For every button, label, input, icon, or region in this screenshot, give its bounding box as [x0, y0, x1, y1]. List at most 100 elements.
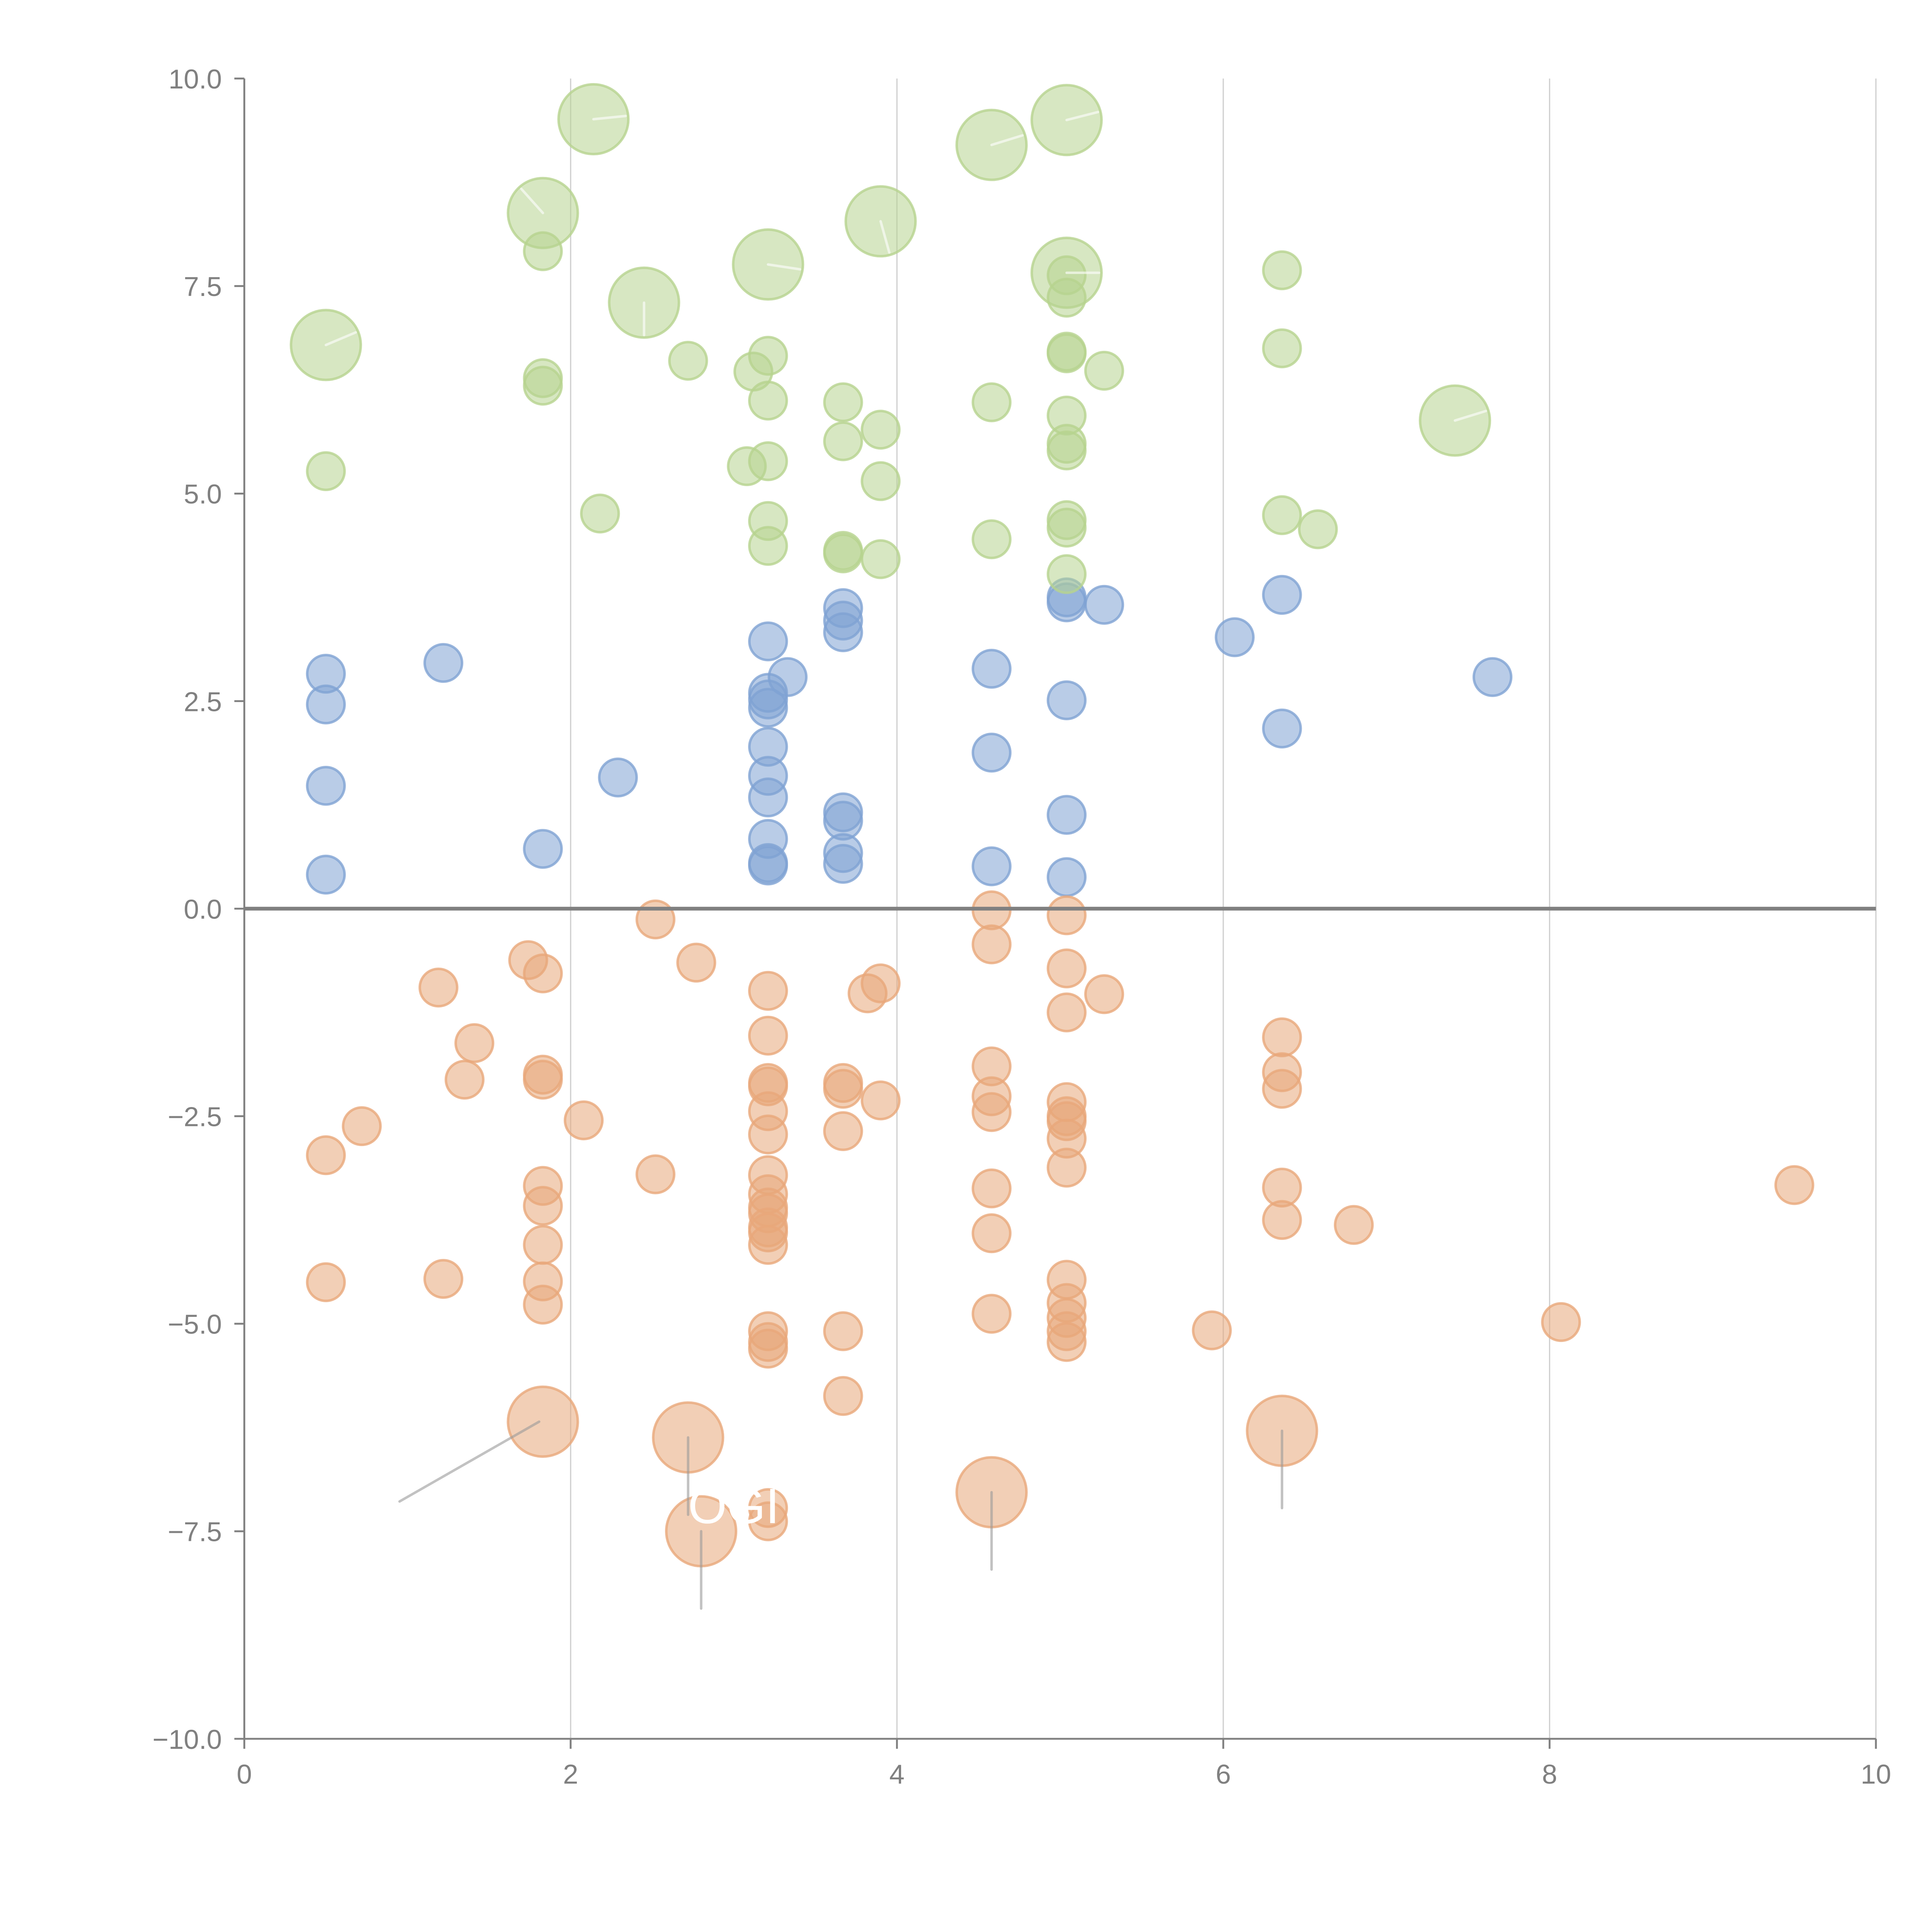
x-tick-label: 8 — [1542, 1759, 1557, 1790]
data-point — [1046, 992, 1087, 1032]
x-tick-label: 0 — [237, 1759, 252, 1790]
data-point — [971, 1294, 1012, 1334]
data-point — [635, 1154, 675, 1194]
data-point — [523, 1186, 563, 1226]
data-point — [444, 1060, 485, 1100]
leader-line — [325, 331, 357, 347]
data-point — [823, 844, 863, 884]
data-point — [523, 829, 563, 869]
data-point — [306, 451, 346, 492]
data-point — [971, 1168, 1012, 1209]
data-point — [748, 688, 788, 728]
series-blue — [306, 575, 1513, 897]
data-point — [454, 1023, 495, 1063]
x-tick-label: 2 — [563, 1759, 578, 1790]
data-point — [1262, 575, 1302, 615]
data-point — [861, 410, 901, 450]
data-point — [748, 845, 788, 886]
data-point — [635, 899, 675, 940]
data-point — [523, 1060, 563, 1100]
data-point — [306, 854, 346, 895]
x-tick-label: 6 — [1216, 1759, 1231, 1790]
data-point — [1046, 948, 1087, 988]
data-point — [748, 777, 788, 818]
data-point — [1084, 974, 1124, 1014]
data-point — [823, 1311, 863, 1351]
x-tick-label: 4 — [889, 1759, 905, 1790]
data-point — [1046, 680, 1087, 720]
data-point — [523, 1284, 563, 1325]
data-point — [1084, 350, 1124, 391]
data-point — [523, 231, 563, 271]
annotation-label: OGI — [688, 1478, 780, 1534]
data-point — [580, 493, 620, 534]
data-point — [823, 421, 863, 461]
data-point — [748, 1501, 788, 1541]
x-tick-label: 10 — [1861, 1759, 1891, 1790]
data-point — [823, 612, 863, 652]
data-point — [523, 1225, 563, 1265]
data-point — [748, 1225, 788, 1265]
data-point — [971, 519, 1012, 560]
leader-line — [1065, 111, 1099, 121]
leader-line — [990, 134, 1024, 146]
data-point — [1046, 507, 1087, 548]
data-point — [1262, 1069, 1302, 1109]
data-point — [823, 382, 863, 422]
series-green — [289, 83, 1491, 594]
leader-line — [1454, 410, 1487, 422]
leader-line — [520, 187, 544, 214]
data-point — [1046, 554, 1087, 594]
data-point — [1046, 1148, 1087, 1188]
leader-line — [592, 114, 627, 121]
data-point — [748, 441, 788, 481]
data-point — [823, 1111, 863, 1151]
data-point — [1541, 1302, 1581, 1342]
data-point — [748, 381, 788, 421]
leader-line — [767, 263, 801, 271]
data-point — [1262, 1017, 1302, 1058]
data-point — [823, 533, 863, 573]
data-point — [1192, 1310, 1232, 1350]
data-point — [767, 657, 808, 697]
data-point — [823, 1069, 863, 1109]
data-point — [748, 971, 788, 1011]
data-point — [1262, 1200, 1302, 1240]
y-tick-label: −10.0 — [153, 1725, 222, 1755]
data-point — [1046, 1322, 1087, 1362]
data-point — [1298, 509, 1338, 549]
data-point — [1472, 657, 1513, 697]
data-point — [748, 1328, 788, 1369]
data-point — [306, 766, 346, 806]
data-point — [1046, 857, 1087, 897]
data-point — [861, 539, 901, 579]
data-points — [289, 83, 1815, 1568]
data-point — [861, 963, 901, 1003]
data-point — [1046, 430, 1087, 471]
series-orange — [306, 890, 1815, 1568]
data-point — [598, 757, 638, 798]
data-point — [971, 924, 1012, 964]
leader-line — [398, 1420, 541, 1503]
y-tick-label: 0.0 — [184, 894, 222, 925]
data-point — [342, 1106, 382, 1146]
data-point — [1084, 585, 1124, 625]
data-point — [423, 643, 464, 683]
y-tick-label: 10.0 — [168, 64, 222, 95]
y-axis-ticks: −10.0 −7.5 −5.0 −2.5 0.0 2.5 5.0 7.5 10.0 — [153, 64, 245, 1755]
data-point — [1262, 495, 1302, 535]
data-point — [971, 846, 1012, 886]
data-point — [418, 968, 459, 1008]
data-point — [823, 1376, 863, 1416]
data-point — [748, 621, 788, 662]
y-tick-label: 5.0 — [184, 479, 222, 510]
data-point — [1214, 617, 1255, 657]
data-point — [1046, 333, 1087, 373]
data-point — [748, 1015, 788, 1056]
data-point — [748, 526, 788, 566]
data-point — [306, 1262, 346, 1302]
data-point — [971, 382, 1012, 422]
data-point — [1262, 250, 1302, 291]
data-point — [861, 1080, 901, 1121]
y-tick-label: 7.5 — [184, 272, 222, 302]
